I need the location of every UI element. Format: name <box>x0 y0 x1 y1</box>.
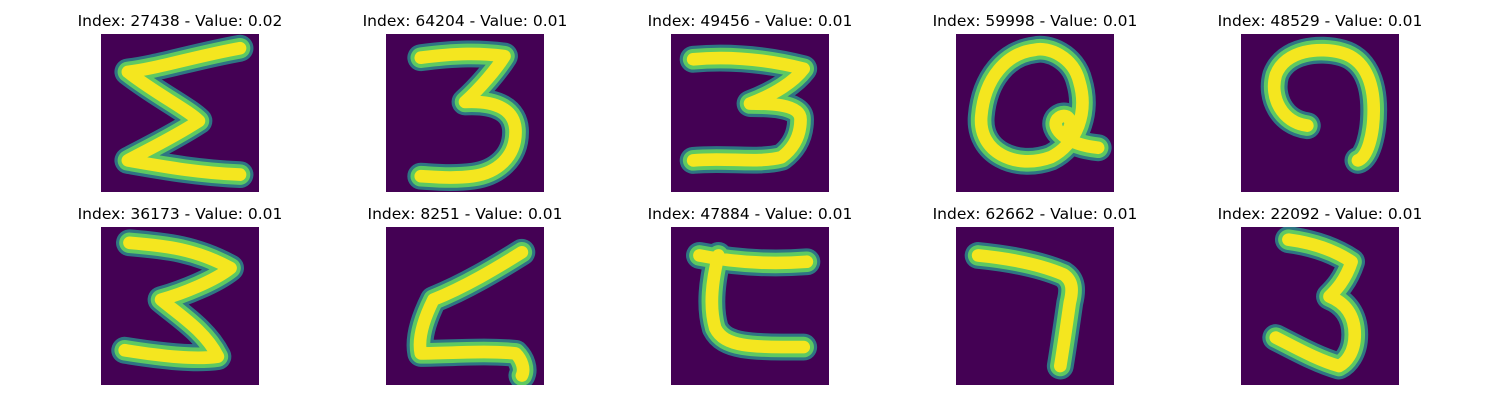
digit-stroke-core <box>1267 43 1381 167</box>
image-panel-8: Index: 47884 - Value: 0.01 <box>640 193 860 385</box>
digit-stroke-core <box>974 42 1105 168</box>
panel-title: Index: 49456 - Value: 0.01 <box>647 12 853 30</box>
digit-image <box>956 34 1114 192</box>
digit-image <box>101 227 259 385</box>
digit-stroke-core <box>414 47 522 184</box>
digit-image <box>671 227 829 385</box>
panel-title: Index: 8251 - Value: 0.01 <box>367 205 563 223</box>
image-panel-3: Index: 49456 - Value: 0.01 <box>640 0 860 192</box>
image-panel-7: Index: 8251 - Value: 0.01 <box>355 193 575 385</box>
image-panel-9: Index: 62662 - Value: 0.01 <box>925 193 1145 385</box>
digit-image <box>101 34 259 192</box>
digit-stroke-core <box>121 41 247 181</box>
digit-stroke-core <box>413 245 530 382</box>
image-panel-2: Index: 64204 - Value: 0.01 <box>355 0 575 192</box>
digit-image <box>956 227 1114 385</box>
digit-stroke-core <box>971 249 1078 373</box>
image-panel-10: Index: 22092 - Value: 0.01 <box>1210 193 1430 385</box>
panel-title: Index: 48529 - Value: 0.01 <box>1217 12 1423 30</box>
digit-stroke-core <box>686 51 811 167</box>
digit-image <box>1241 34 1399 192</box>
panel-title: Index: 64204 - Value: 0.01 <box>362 12 568 30</box>
panel-title: Index: 47884 - Value: 0.01 <box>647 205 853 223</box>
image-panel-4: Index: 59998 - Value: 0.01 <box>925 0 1145 192</box>
digit-image <box>386 227 544 385</box>
digit-image <box>1241 227 1399 385</box>
digit-stroke-core <box>1269 233 1362 373</box>
panel-title: Index: 22092 - Value: 0.01 <box>1217 205 1423 223</box>
panel-title: Index: 59998 - Value: 0.01 <box>932 12 1138 30</box>
image-panel-5: Index: 48529 - Value: 0.01 <box>1210 0 1430 192</box>
digit-stroke-core <box>118 236 237 365</box>
digit-stroke-core <box>693 249 814 354</box>
digit-image <box>671 34 829 192</box>
panel-title: Index: 36173 - Value: 0.01 <box>77 205 283 223</box>
digit-image <box>386 34 544 192</box>
panel-title: Index: 27438 - Value: 0.02 <box>77 12 283 30</box>
image-panel-1: Index: 27438 - Value: 0.02 <box>70 0 290 192</box>
image-panel-6: Index: 36173 - Value: 0.01 <box>70 193 290 385</box>
panel-title: Index: 62662 - Value: 0.01 <box>932 205 1138 223</box>
